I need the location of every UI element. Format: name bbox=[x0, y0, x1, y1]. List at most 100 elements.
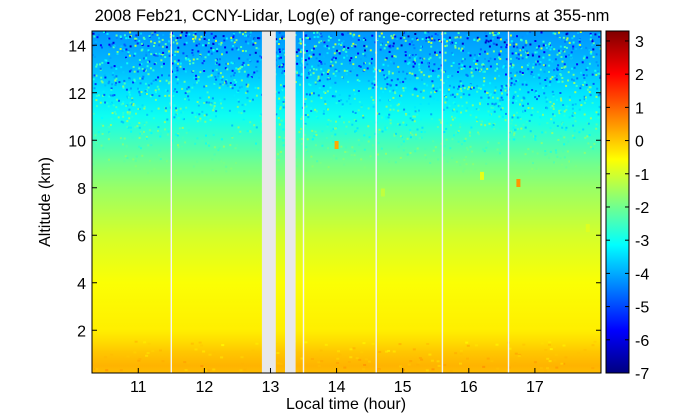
noise-pixel bbox=[335, 157, 338, 160]
noise-pixel bbox=[125, 88, 128, 91]
noise-pixel bbox=[479, 87, 482, 90]
noise-pixel bbox=[492, 34, 495, 37]
noise-pixel bbox=[483, 150, 486, 153]
noise-pixel bbox=[335, 70, 338, 73]
noise-pixel bbox=[439, 119, 442, 121]
noise-pixel bbox=[205, 44, 207, 47]
noise-pixel bbox=[389, 119, 392, 122]
noise-pixel bbox=[367, 107, 370, 110]
noise-pixel bbox=[104, 170, 107, 172]
noise-pixel bbox=[491, 31, 494, 34]
noise-pixel bbox=[379, 70, 381, 73]
surface-pixel bbox=[202, 350, 206, 353]
noise-pixel bbox=[217, 72, 220, 75]
noise-pixel bbox=[341, 76, 344, 79]
noise-pixel bbox=[384, 58, 387, 61]
surface-pixel bbox=[412, 348, 416, 351]
noise-pixel bbox=[308, 93, 311, 96]
noise-pixel bbox=[540, 142, 543, 145]
noise-pixel bbox=[122, 121, 125, 124]
noise-pixel bbox=[353, 118, 356, 121]
noise-pixel bbox=[321, 73, 323, 76]
noise-pixel bbox=[374, 75, 377, 78]
noise-pixel bbox=[595, 95, 598, 98]
noise-pixel bbox=[549, 106, 552, 109]
noise-pixel bbox=[455, 160, 458, 163]
noise-pixel bbox=[137, 108, 140, 110]
noise-pixel bbox=[473, 168, 476, 171]
surface-pixel bbox=[255, 342, 259, 345]
noise-pixel bbox=[110, 117, 113, 120]
noise-pixel bbox=[213, 101, 216, 104]
noise-pixel bbox=[505, 73, 507, 76]
noise-pixel bbox=[534, 138, 537, 141]
noise-pixel bbox=[475, 108, 478, 110]
noise-pixel bbox=[536, 152, 539, 155]
noise-pixel bbox=[128, 108, 131, 111]
noise-pixel bbox=[594, 33, 597, 36]
noise-pixel bbox=[134, 159, 137, 162]
noise-pixel bbox=[111, 94, 114, 97]
noise-pixel bbox=[380, 43, 383, 46]
noise-pixel bbox=[220, 102, 222, 105]
noise-pixel bbox=[516, 35, 518, 38]
noise-pixel bbox=[382, 91, 385, 93]
noise-pixel bbox=[352, 35, 355, 38]
noise-pixel bbox=[462, 49, 464, 52]
noise-pixel bbox=[232, 74, 235, 77]
noise-pixel bbox=[233, 72, 236, 74]
noise-pixel bbox=[493, 103, 496, 106]
noise-pixel bbox=[437, 67, 440, 70]
noise-pixel bbox=[574, 91, 577, 94]
noise-pixel bbox=[103, 93, 106, 96]
noise-pixel bbox=[92, 104, 95, 107]
noise-pixel bbox=[501, 143, 504, 145]
noise-pixel bbox=[414, 87, 417, 90]
noise-pixel bbox=[572, 124, 575, 127]
noise-pixel bbox=[576, 77, 579, 80]
noise-pixel bbox=[561, 80, 564, 83]
noise-pixel bbox=[143, 38, 146, 40]
noise-pixel bbox=[215, 68, 218, 71]
noise-pixel bbox=[199, 71, 202, 74]
noise-pixel bbox=[125, 48, 128, 51]
noise-pixel bbox=[447, 90, 450, 93]
noise-pixel bbox=[147, 73, 150, 76]
noise-pixel bbox=[498, 36, 501, 39]
noise-pixel bbox=[353, 97, 356, 100]
noise-pixel bbox=[459, 123, 462, 126]
noise-pixel bbox=[455, 131, 457, 134]
noise-pixel bbox=[92, 32, 95, 35]
noise-pixel bbox=[246, 58, 249, 61]
noise-pixel bbox=[281, 70, 284, 73]
noise-pixel bbox=[566, 37, 569, 40]
noise-pixel bbox=[210, 52, 213, 55]
surface-pixel bbox=[360, 351, 364, 354]
surface-pixel bbox=[431, 368, 435, 371]
noise-pixel bbox=[583, 95, 586, 98]
noise-pixel bbox=[562, 150, 565, 153]
noise-pixel bbox=[552, 108, 555, 110]
noise-pixel bbox=[201, 139, 204, 142]
noise-pixel bbox=[542, 113, 544, 116]
noise-pixel bbox=[138, 136, 141, 139]
noise-pixel bbox=[193, 31, 196, 34]
noise-pixel bbox=[218, 43, 221, 46]
noise-pixel bbox=[377, 141, 380, 144]
colorbar-tick-label: 3 bbox=[635, 34, 644, 51]
noise-pixel bbox=[599, 76, 601, 79]
surface-pixel bbox=[145, 354, 149, 357]
noise-pixel bbox=[154, 78, 157, 81]
noise-pixel bbox=[411, 133, 414, 136]
noise-pixel bbox=[242, 33, 244, 36]
noise-pixel bbox=[147, 49, 150, 52]
noise-pixel bbox=[387, 78, 390, 81]
noise-pixel bbox=[560, 99, 563, 102]
surface-pixel bbox=[275, 343, 279, 346]
noise-pixel bbox=[448, 105, 451, 107]
noise-pixel bbox=[138, 145, 141, 148]
noise-pixel bbox=[335, 102, 338, 105]
noise-pixel bbox=[195, 44, 198, 47]
noise-pixel bbox=[398, 123, 401, 126]
noise-pixel bbox=[279, 90, 282, 93]
